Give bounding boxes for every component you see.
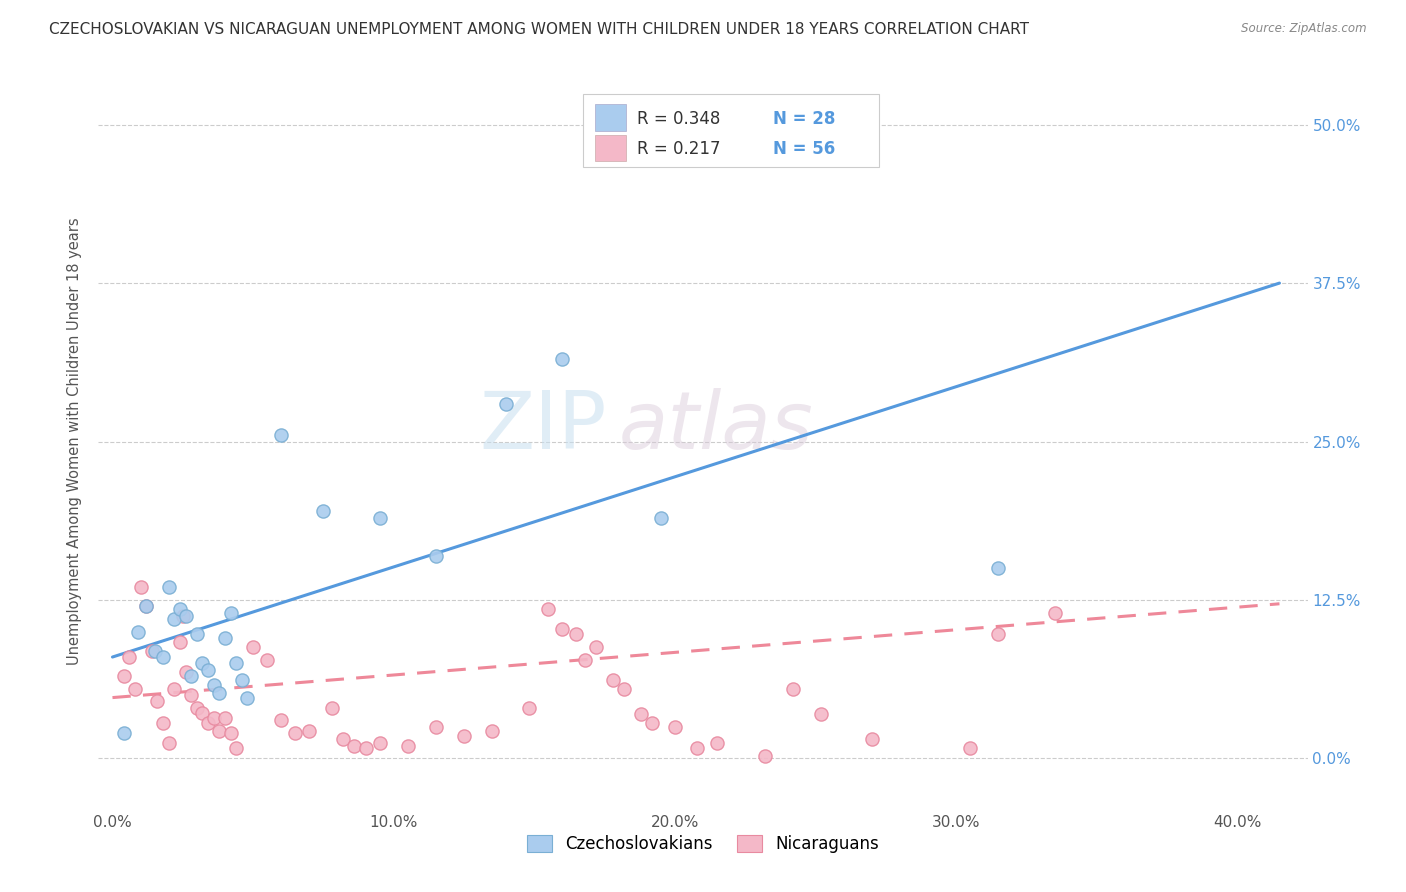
Point	[214, 631, 236, 645]
Point	[127, 624, 149, 639]
Point	[495, 396, 517, 410]
Point	[169, 602, 191, 616]
Point	[585, 640, 607, 654]
Point	[163, 681, 186, 696]
Point	[270, 714, 292, 728]
Point	[208, 685, 231, 699]
Point	[810, 707, 832, 722]
Point	[186, 627, 208, 641]
Point	[112, 726, 135, 740]
Point	[517, 700, 540, 714]
Text: CZECHOSLOVAKIAN VS NICARAGUAN UNEMPLOYMENT AMONG WOMEN WITH CHILDREN UNDER 18 YE: CZECHOSLOVAKIAN VS NICARAGUAN UNEMPLOYME…	[49, 22, 1029, 37]
Point	[197, 663, 219, 677]
Point	[152, 715, 174, 730]
Point	[630, 707, 652, 722]
Point	[602, 673, 624, 687]
Point	[270, 428, 292, 442]
Point	[143, 643, 166, 657]
Point	[146, 694, 169, 708]
Point	[987, 627, 1010, 641]
Point	[321, 700, 343, 714]
Point	[425, 549, 447, 563]
Point	[312, 504, 335, 518]
Text: atlas: atlas	[619, 388, 813, 467]
Point	[782, 681, 804, 696]
Point	[214, 711, 236, 725]
Point	[453, 729, 475, 743]
Point	[225, 741, 247, 756]
Point	[202, 711, 225, 725]
Point	[613, 681, 636, 696]
Point	[191, 657, 214, 671]
Point	[163, 612, 186, 626]
Point	[124, 681, 146, 696]
Point	[225, 657, 247, 671]
Point	[368, 736, 391, 750]
Point	[157, 736, 180, 750]
Point	[174, 665, 197, 680]
Point	[169, 635, 191, 649]
Point	[180, 688, 202, 702]
Point	[481, 723, 503, 738]
Point	[180, 669, 202, 683]
Point	[174, 609, 197, 624]
Point	[152, 650, 174, 665]
Point	[641, 715, 664, 730]
Point	[236, 690, 259, 705]
Point	[959, 741, 981, 756]
Point	[664, 720, 686, 734]
Point	[537, 602, 560, 616]
Text: N = 28: N = 28	[773, 110, 835, 128]
Point	[551, 352, 574, 367]
Point	[118, 650, 141, 665]
Point	[650, 510, 672, 524]
Point	[141, 643, 163, 657]
Point	[219, 606, 242, 620]
Text: R = 0.348: R = 0.348	[637, 110, 720, 128]
Point	[396, 739, 419, 753]
Point	[219, 726, 242, 740]
Point	[368, 510, 391, 524]
Point	[565, 627, 588, 641]
Text: R = 0.217: R = 0.217	[637, 140, 720, 158]
Point	[242, 640, 264, 654]
Point	[135, 599, 157, 614]
Point	[135, 599, 157, 614]
Point	[706, 736, 728, 750]
Point	[129, 580, 152, 594]
Point	[860, 732, 883, 747]
Point	[202, 678, 225, 692]
Point	[686, 741, 709, 756]
Point	[157, 580, 180, 594]
Point	[354, 741, 377, 756]
Y-axis label: Unemployment Among Women with Children Under 18 years: Unemployment Among Women with Children U…	[67, 218, 83, 665]
Point	[987, 561, 1010, 575]
Point	[208, 723, 231, 738]
Point	[172, 609, 194, 624]
Point	[284, 726, 307, 740]
Text: N = 56: N = 56	[773, 140, 835, 158]
Point	[256, 652, 278, 666]
Point	[112, 669, 135, 683]
Point	[343, 739, 366, 753]
Point	[197, 715, 219, 730]
Point	[574, 652, 596, 666]
Point	[231, 673, 253, 687]
Point	[298, 723, 321, 738]
Point	[332, 732, 354, 747]
Point	[191, 706, 214, 720]
Text: Source: ZipAtlas.com: Source: ZipAtlas.com	[1241, 22, 1367, 36]
Point	[186, 700, 208, 714]
Point	[425, 720, 447, 734]
Point	[551, 622, 574, 636]
Legend: Czechoslovakians, Nicaraguans: Czechoslovakians, Nicaraguans	[520, 828, 886, 860]
Point	[1043, 606, 1066, 620]
Point	[754, 748, 776, 763]
Text: ZIP: ZIP	[479, 388, 606, 467]
